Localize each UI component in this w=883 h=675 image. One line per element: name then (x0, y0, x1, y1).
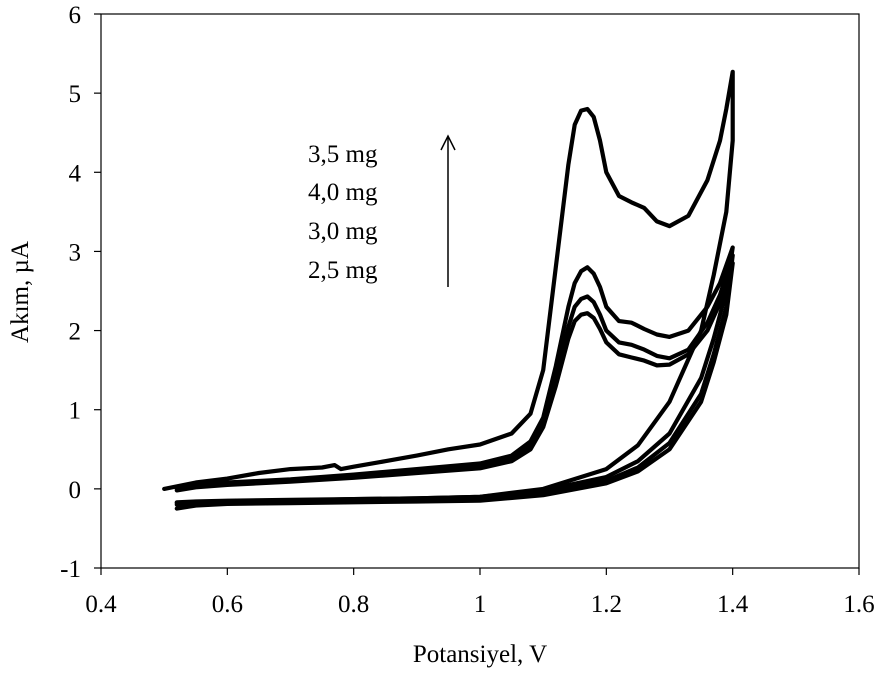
series-line-3 (174, 253, 735, 507)
series-line-2 (174, 245, 735, 505)
y-tick-label: 5 (69, 81, 82, 108)
series-layer (162, 69, 735, 511)
y-axis-ticks: -1 0 1 2 3 4 5 6 (60, 2, 101, 583)
x-tick-label: 0.4 (85, 591, 117, 618)
x-axis-ticks: 0.4 0.6 0.8 1 1.2 1.4 1.6 (85, 568, 875, 618)
y-tick-label: 0 (69, 477, 82, 504)
y-tick-label: 2 (69, 319, 82, 346)
y-tick-label: 3 (69, 239, 82, 266)
annotation-label: 2,5 mg (308, 257, 378, 284)
x-tick-label: 1.2 (591, 591, 622, 618)
x-tick-label: 0.8 (338, 591, 369, 618)
annotation-label: 3,5 mg (308, 141, 378, 168)
y-tick-label: -1 (60, 556, 81, 583)
x-tick-label: 1 (474, 591, 487, 618)
x-tick-label: 0.6 (212, 591, 243, 618)
x-axis-title: Potansiyel, V (413, 641, 547, 668)
up-arrow-icon (440, 134, 456, 287)
y-axis-title: Akım, µA (7, 241, 34, 343)
y-tick-label: 4 (69, 160, 82, 187)
y-tick-label: 1 (69, 398, 82, 425)
annotation-label: 3,0 mg (308, 218, 378, 245)
annotation-label: 4,0 mg (308, 179, 378, 206)
annotation-labels: 3,5 mg 4,0 mg 3,0 mg 2,5 mg (308, 141, 378, 284)
x-tick-label: 1.4 (717, 591, 749, 618)
y-tick-label: 6 (69, 2, 82, 29)
series-line-4 (174, 261, 735, 511)
x-tick-label: 1.6 (843, 591, 874, 618)
series-line-1 (162, 69, 735, 506)
